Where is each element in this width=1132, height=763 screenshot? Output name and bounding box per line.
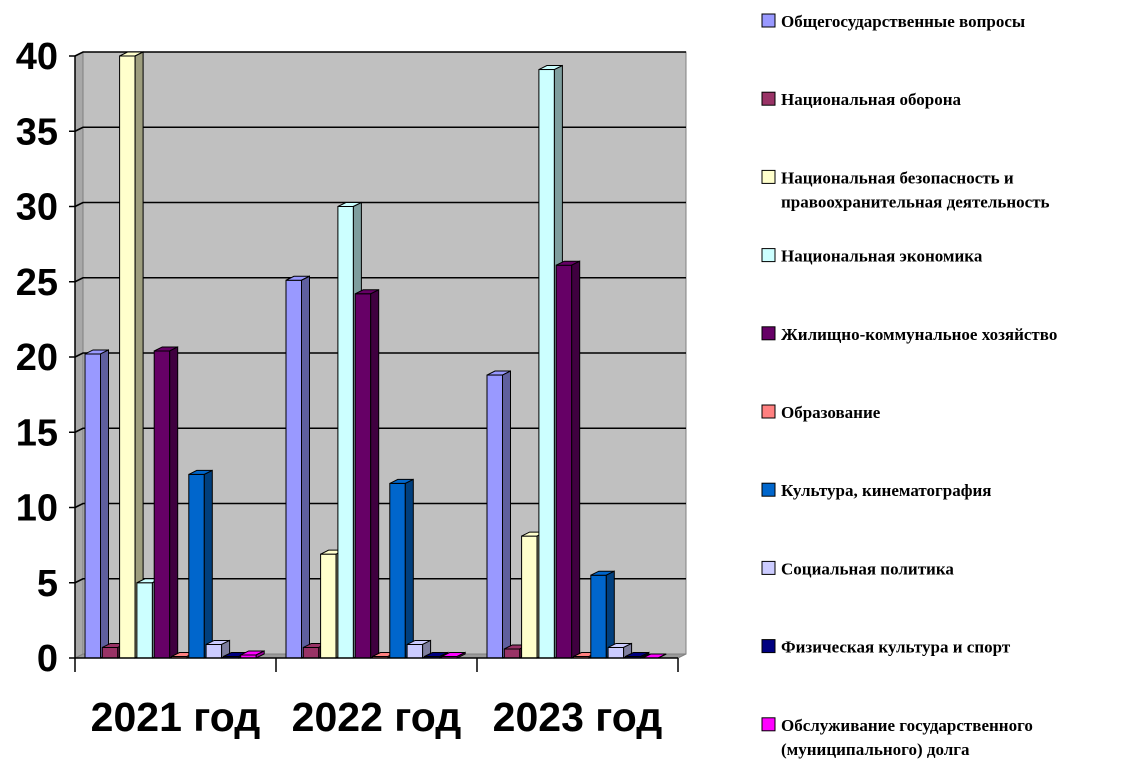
legend: Общегосударственные вопросы Национальная … (761, 12, 1057, 759)
legend-item: Общегосударственные вопросы (761, 12, 1025, 31)
legend-item: Обслуживание государственного (муниципаль… (761, 716, 1033, 759)
bar (285, 275, 310, 659)
legend-item: Национальная экономика (761, 247, 983, 266)
legend-label: правоохранительная деятельность (781, 192, 1050, 211)
legend-item: Жилищно-коммунальное хозяйство (761, 325, 1057, 344)
axes: 0 5 10 15 20 25 30 35 40 2021 год 2022 год 2023 год (16, 36, 679, 740)
bar (354, 288, 380, 659)
y-tick-label: 15 (16, 412, 58, 454)
legend-item: Физическая культура и спорт (761, 638, 1011, 657)
bars (84, 51, 667, 659)
legend-label: Физическая культура и спорт (781, 638, 1011, 657)
bar (389, 478, 414, 659)
legend-item: Образование (761, 403, 881, 422)
gridline (74, 352, 686, 358)
legend-swatch (761, 482, 776, 497)
legend-swatch (761, 13, 776, 28)
bar (486, 370, 511, 659)
legend-label: Обслуживание государственного (781, 716, 1033, 735)
legend-swatch (761, 404, 776, 419)
legend-label: Национальная экономика (781, 247, 983, 266)
bar (84, 349, 109, 659)
legend-item: Социальная политика (761, 559, 954, 578)
bar (590, 570, 615, 659)
bar (240, 650, 265, 659)
x-tick-label: 2022 год (292, 694, 462, 740)
legend-swatch (761, 560, 776, 575)
legend-item: Национальная безопасность и правоохраните… (761, 168, 1050, 211)
bar (153, 346, 179, 659)
bar (607, 642, 633, 659)
bar (555, 260, 581, 659)
legend-label: Национальная оборона (781, 90, 962, 109)
legend-label: Культура, кинематография (781, 481, 991, 500)
x-tick-label: 2023 год (493, 694, 663, 740)
y-tick-label: 25 (16, 262, 58, 304)
bar (188, 469, 213, 659)
y-tick-label: 5 (37, 563, 58, 605)
y-tick-label: 20 (16, 337, 58, 379)
x-tick-label: 2021 год (91, 694, 261, 740)
gridline (74, 51, 686, 57)
legend-label: (муниципального) долга (781, 740, 970, 759)
bar (205, 639, 231, 659)
y-tick-label: 40 (16, 36, 58, 78)
legend-label: Социальная политика (781, 559, 954, 578)
legend-item: Национальная оборона (761, 90, 962, 109)
gridline (74, 427, 686, 433)
y-tick-label: 10 (16, 488, 58, 530)
legend-swatch (761, 326, 776, 341)
y-tick-label: 0 (37, 638, 58, 680)
gridline (74, 276, 686, 283)
plot-area (74, 51, 687, 659)
legend-swatch (761, 639, 776, 654)
gridline (74, 577, 686, 584)
gridline (74, 502, 686, 509)
legend-label: Общегосударственные вопросы (781, 12, 1025, 31)
gridline (74, 201, 686, 208)
legend-swatch (761, 91, 776, 106)
legend-item: Культура, кинематография (761, 481, 991, 500)
y-tick-label: 35 (16, 111, 58, 153)
legend-swatch (761, 248, 776, 263)
legend-label: Национальная безопасность и (781, 168, 1014, 187)
gridline (74, 126, 686, 132)
legend-swatch (761, 169, 776, 184)
y-tick-label: 30 (16, 187, 58, 229)
bar (119, 51, 144, 659)
legend-label: Жилищно-коммунальное хозяйство (781, 325, 1057, 344)
legend-label: Образование (781, 403, 881, 422)
legend-swatch (761, 717, 776, 732)
